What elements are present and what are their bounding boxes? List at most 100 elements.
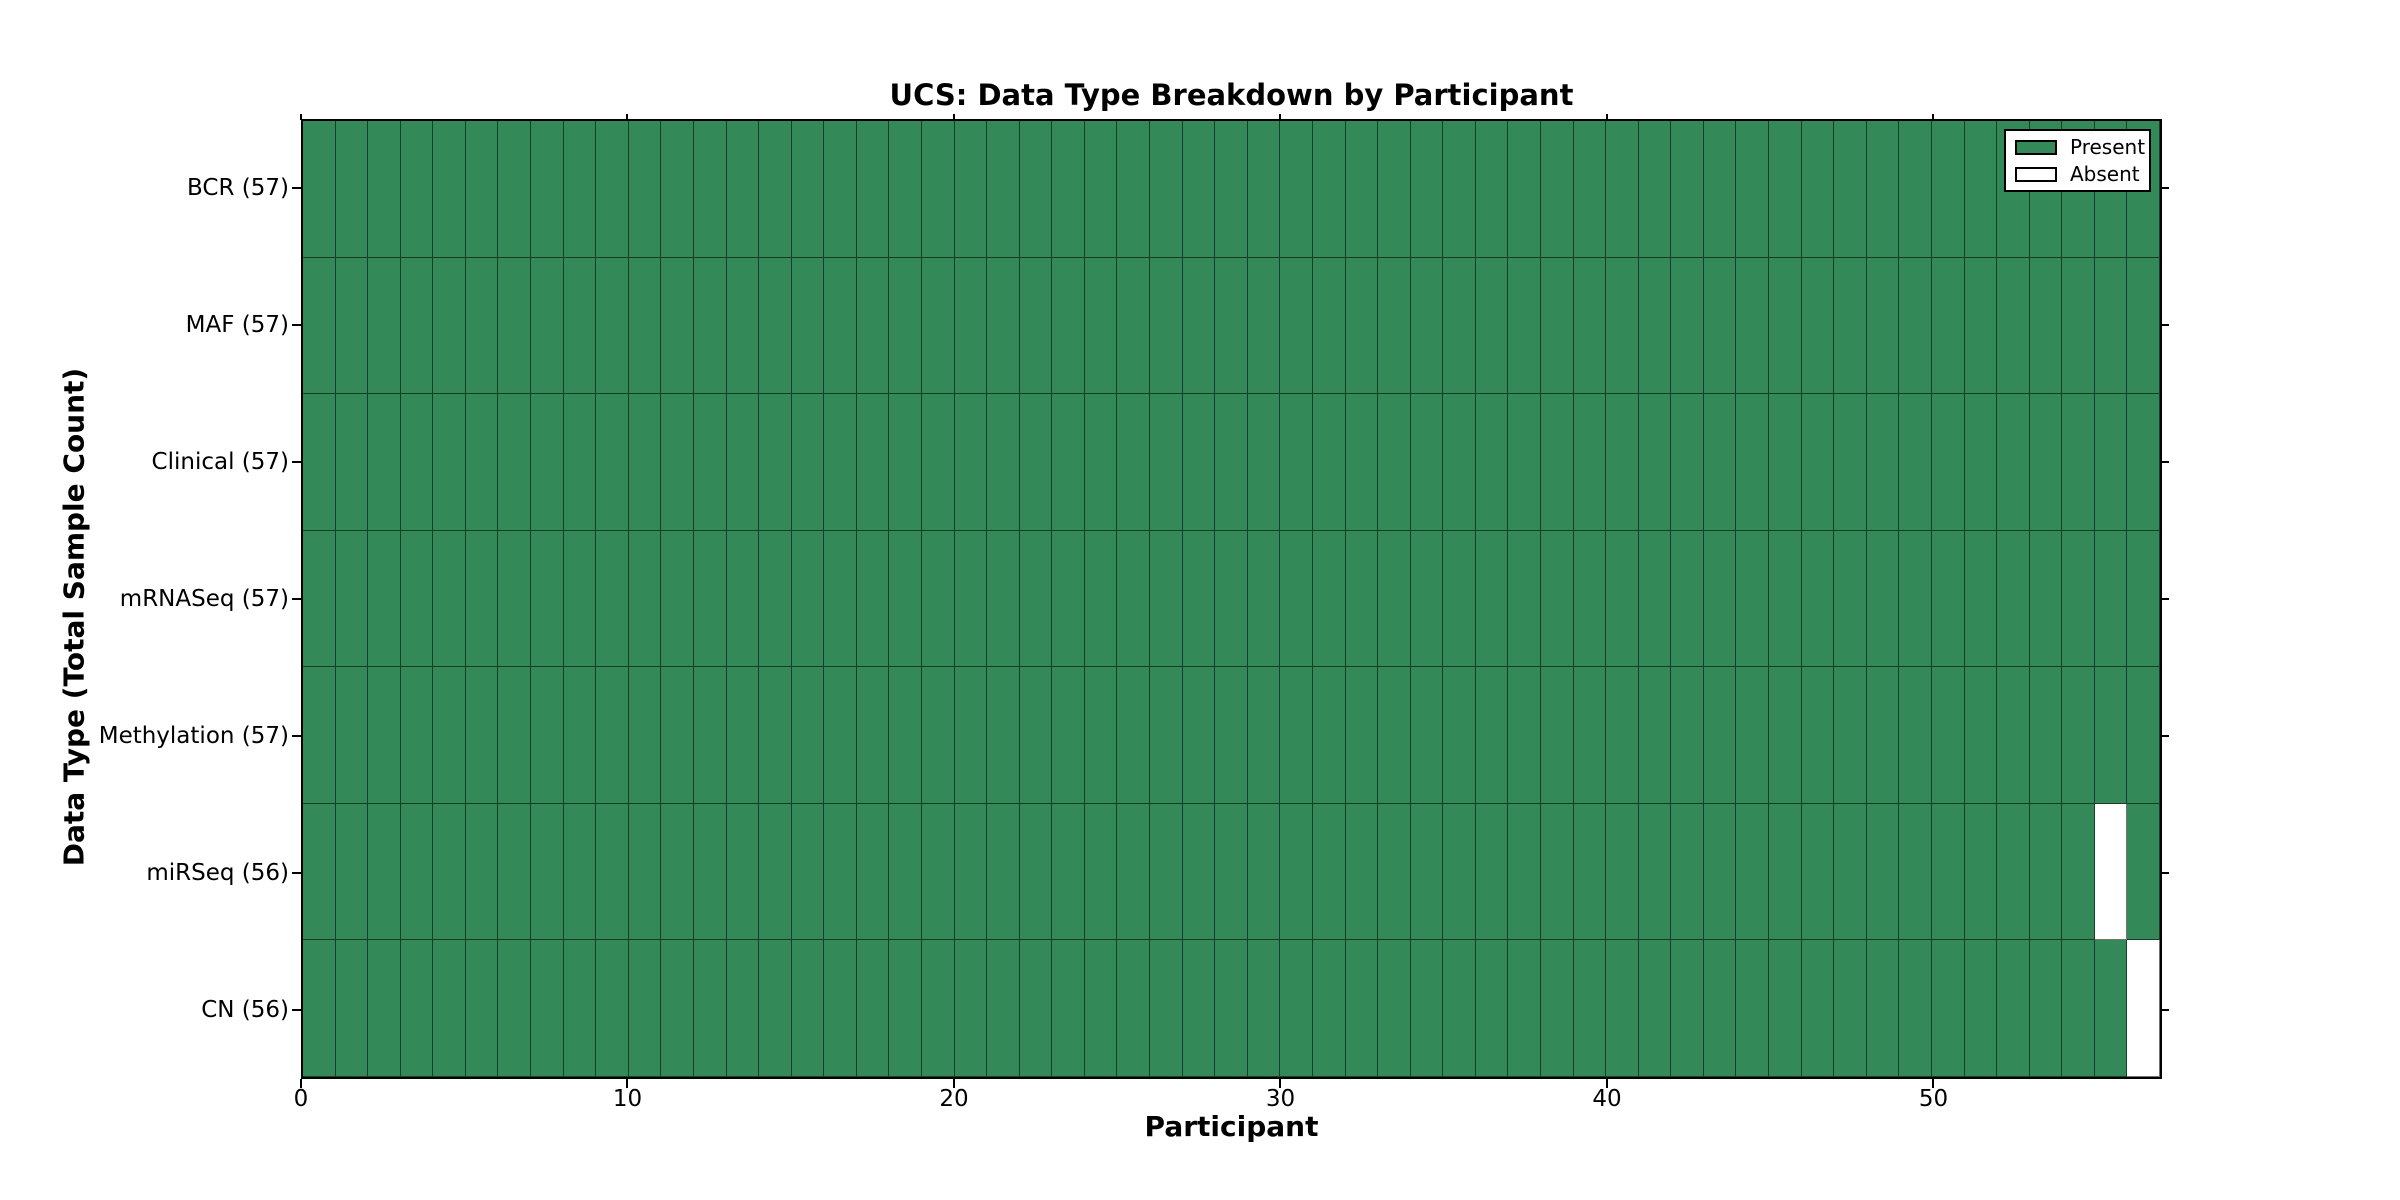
heatmap-cell [987, 121, 1020, 258]
heatmap-cell [1182, 121, 1216, 258]
heatmap-cell [1866, 257, 1900, 395]
heatmap-cell [1410, 121, 1444, 258]
heatmap-cell [1834, 121, 1867, 258]
heatmap-cell [1541, 394, 1574, 531]
heatmap-cell [1671, 803, 1704, 941]
heatmap-cell [465, 121, 499, 258]
heatmap-cell [1899, 394, 1932, 531]
heatmap-cell [1280, 530, 1313, 668]
heatmap-cell [596, 394, 629, 531]
heatmap-cell [1475, 667, 1509, 804]
heatmap-cell [368, 121, 401, 258]
heatmap-cell [1931, 121, 1965, 258]
heatmap-cell [987, 667, 1020, 804]
heatmap-cell [1769, 394, 1802, 531]
heatmap-cell [922, 940, 955, 1077]
heatmap-cell [1084, 257, 1118, 395]
heatmap-cell [1247, 803, 1281, 941]
heatmap-cell [2062, 667, 2095, 804]
heatmap-cell [726, 394, 760, 531]
heatmap-cell [433, 121, 466, 258]
heatmap-cell [2062, 257, 2095, 395]
y-tick-mark [292, 323, 301, 326]
heatmap-cell [531, 121, 564, 258]
heatmap-cell [498, 121, 532, 258]
heatmap-cell [433, 257, 466, 395]
heatmap-cell [1769, 940, 1802, 1077]
heatmap-cell [1899, 667, 1932, 804]
heatmap-cell [1345, 667, 1379, 804]
y-tick-label: CN (56) [201, 997, 289, 1024]
heatmap-cell [1410, 530, 1444, 668]
heatmap-cell [1084, 121, 1118, 258]
heatmap-cell [498, 803, 532, 941]
heatmap-cell [1997, 940, 2030, 1077]
heatmap-cell [335, 530, 369, 668]
heatmap-cell [856, 803, 890, 941]
heatmap-cell [1703, 257, 1737, 395]
heatmap-cell [1019, 257, 1053, 395]
heatmap-cell [2029, 530, 2063, 668]
heatmap-cell [1410, 667, 1444, 804]
heatmap-cell [1964, 121, 1998, 258]
heatmap-cell [1280, 803, 1313, 941]
heatmap-cell [1215, 257, 1248, 395]
heatmap-cell [1508, 803, 1541, 941]
x-axis-label: Participant [1144, 1110, 1319, 1143]
heatmap-cell [1312, 530, 1346, 668]
heatmap-cell [759, 803, 792, 941]
heatmap-cell [1997, 257, 2030, 395]
heatmap-cell [1769, 121, 1802, 258]
heatmap-cell [1541, 121, 1574, 258]
heatmap-cell [1638, 121, 1672, 258]
y-tick-mark [2161, 598, 2169, 600]
heatmap-cell [1638, 803, 1672, 941]
heatmap-cell [1638, 530, 1672, 668]
heatmap-cell [1280, 121, 1313, 258]
heatmap-cell [433, 803, 466, 941]
heatmap-cell [563, 667, 597, 804]
x-tick-mark [952, 114, 955, 120]
heatmap-cell [1182, 803, 1216, 941]
heatmap-cell [1475, 803, 1509, 941]
heatmap-cell [1215, 121, 1248, 258]
heatmap-cell [1541, 257, 1574, 395]
heatmap-cell [1312, 257, 1346, 395]
heatmap-cell [1475, 530, 1509, 668]
heatmap-cell [791, 803, 825, 941]
heatmap-cell [791, 121, 825, 258]
heatmap-cell [335, 667, 369, 804]
heatmap-cell [856, 530, 890, 668]
heatmap-cell [1215, 530, 1248, 668]
legend-label-absent: Absent [2070, 162, 2140, 186]
heatmap-cell [1834, 667, 1867, 804]
heatmap-cell [1834, 940, 1867, 1077]
y-tick-label: Methylation (57) [98, 723, 289, 750]
heatmap-cell [400, 530, 434, 668]
heatmap-cell [1345, 803, 1379, 941]
heatmap-cell [2029, 257, 2063, 395]
heatmap-cell [303, 394, 336, 531]
heatmap-cell [2127, 530, 2160, 668]
heatmap-cell [465, 257, 499, 395]
heatmap-cell [335, 940, 369, 1077]
y-tick-mark [292, 598, 301, 600]
heatmap-cell [596, 667, 629, 804]
heatmap-cell [1638, 940, 1672, 1077]
heatmap-cell [759, 394, 792, 531]
heatmap-cell [1606, 803, 1639, 941]
heatmap-cell [628, 394, 662, 531]
heatmap-cell [987, 803, 1020, 941]
heatmap-cell [759, 121, 792, 258]
heatmap-cell [2029, 940, 2063, 1077]
heatmap-cell [596, 530, 629, 668]
x-tick-mark [1605, 1079, 1608, 1088]
heatmap-cell [1573, 803, 1607, 941]
heatmap-cell [531, 667, 564, 804]
heatmap-cell [1703, 940, 1737, 1077]
heatmap-cell [1964, 394, 1998, 531]
x-tick-mark [626, 1079, 629, 1088]
heatmap-cell [1443, 257, 1476, 395]
heatmap-cell [1671, 940, 1704, 1077]
heatmap-cell [1215, 803, 1248, 941]
